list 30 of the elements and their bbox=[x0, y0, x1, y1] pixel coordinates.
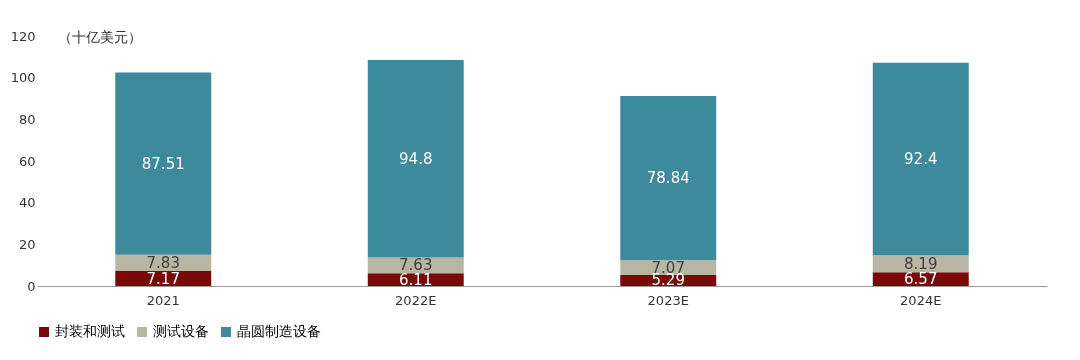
bar bbox=[620, 96, 717, 261]
bar bbox=[872, 62, 969, 256]
bar bbox=[367, 59, 464, 258]
y-tick-label: 20 bbox=[18, 236, 36, 252]
x-tick-label: 2022E bbox=[395, 292, 437, 308]
legend-label: 封装和测试 bbox=[55, 323, 125, 339]
data-label: 87.51 bbox=[141, 154, 185, 173]
bar bbox=[115, 271, 212, 286]
x-tick-label: 2021 bbox=[146, 292, 180, 308]
y-axis-title: （十亿美元） bbox=[57, 28, 142, 45]
data-label: 8.19 bbox=[904, 254, 938, 273]
x-tick-label: 2023E bbox=[647, 292, 689, 308]
y-tick-label: 40 bbox=[18, 195, 36, 211]
data-label: 7.17 bbox=[146, 269, 180, 288]
y-tick-label: 60 bbox=[18, 153, 36, 169]
data-label: 78.84 bbox=[646, 169, 690, 188]
y-tick-label: 0 bbox=[27, 278, 36, 294]
data-label: 6.11 bbox=[399, 270, 433, 289]
bar bbox=[367, 273, 464, 286]
data-label: 7.83 bbox=[146, 253, 180, 272]
data-label: 94.8 bbox=[399, 149, 433, 168]
y-tick-label: 120 bbox=[10, 28, 36, 44]
x-tick-label: 2024E bbox=[900, 292, 942, 308]
legend-label: 测试设备 bbox=[153, 323, 209, 339]
y-tick-label: 80 bbox=[18, 111, 36, 127]
bar bbox=[115, 72, 212, 255]
data-label: 6.57 bbox=[904, 270, 938, 289]
y-tick-label: 100 bbox=[10, 70, 36, 86]
legend-label: 晶圆制造设备 bbox=[237, 323, 321, 339]
data-label: 92.4 bbox=[904, 150, 938, 168]
